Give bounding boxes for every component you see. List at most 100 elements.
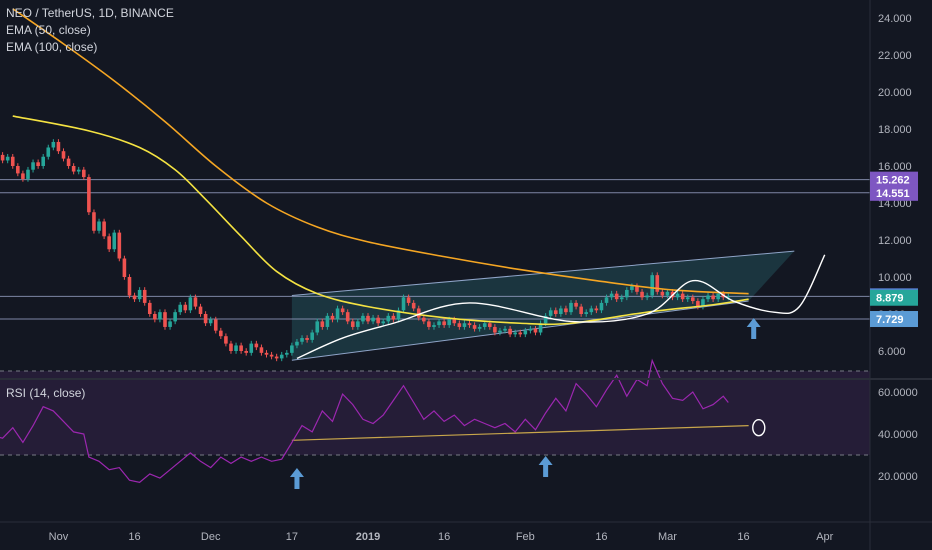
- candle: [350, 321, 355, 327]
- rsi-legend: RSI (14, close): [6, 386, 86, 400]
- rsi-arrow: [538, 456, 553, 477]
- candle: [76, 169, 81, 172]
- candle: [574, 302, 578, 307]
- candle: [173, 312, 177, 322]
- candle: [376, 317, 380, 324]
- candle: [523, 330, 528, 335]
- candle: [132, 295, 137, 300]
- candle: [305, 338, 309, 340]
- candle: [193, 297, 198, 307]
- candle: [508, 328, 512, 335]
- ema100-legend: EMA (100, close): [6, 40, 98, 54]
- candle: [630, 286, 634, 290]
- candle: [493, 326, 497, 333]
- candle: [396, 310, 401, 320]
- candle: [213, 319, 218, 331]
- candle: [234, 345, 238, 351]
- candle: [340, 308, 345, 313]
- candle: [498, 330, 502, 333]
- ema50-line: [12, 115, 749, 326]
- candle: [437, 321, 441, 326]
- candle: [36, 162, 40, 166]
- candle: [381, 321, 386, 324]
- candle: [279, 354, 284, 359]
- candle: [564, 308, 568, 313]
- candle: [538, 323, 543, 333]
- candle: [112, 232, 117, 250]
- candle: [295, 341, 299, 346]
- candle: [589, 308, 594, 313]
- candle: [604, 297, 609, 303]
- candle: [655, 275, 660, 292]
- candle: [416, 308, 421, 318]
- candle: [599, 302, 604, 311]
- price-pane: [0, 8, 870, 362]
- price-badge-label: 14.551: [876, 188, 910, 200]
- candle: [5, 156, 10, 161]
- candle: [244, 351, 248, 353]
- price-badge-bg: [870, 171, 918, 188]
- time-tick-label: Apr: [816, 531, 833, 543]
- time-tick-label: Feb: [516, 531, 535, 543]
- candle: [371, 317, 375, 322]
- candle: [635, 286, 639, 292]
- candle: [117, 232, 122, 259]
- candle: [66, 158, 71, 166]
- price-badge-label: 7.729: [876, 314, 904, 326]
- time-tick-label: Mar: [658, 531, 677, 543]
- candle: [46, 147, 51, 157]
- candle: [97, 221, 101, 231]
- candle: [472, 325, 477, 329]
- candle: [716, 293, 720, 300]
- time-tick-label: Nov: [49, 531, 69, 543]
- candle: [335, 308, 340, 320]
- candle: [543, 315, 548, 324]
- candle: [51, 141, 56, 148]
- price-tick-label: 6.000: [878, 346, 906, 358]
- up-arrow-icon: [289, 468, 304, 489]
- candle: [71, 166, 76, 172]
- candle: [691, 297, 695, 302]
- candle: [168, 321, 172, 327]
- candle: [147, 302, 152, 314]
- candle: [290, 345, 294, 353]
- time-tick-label: 16: [128, 531, 140, 543]
- candle: [31, 162, 35, 170]
- rsi-line: [0, 358, 729, 483]
- candle: [153, 314, 157, 320]
- candle: [625, 289, 629, 298]
- candle: [569, 302, 573, 313]
- price-badge-label: 8.879: [876, 293, 904, 305]
- candle: [345, 312, 350, 322]
- price-tick-label: 16.000: [878, 161, 912, 173]
- candle: [503, 328, 507, 331]
- rsi-circle-mark: [752, 419, 766, 437]
- candle: [457, 323, 462, 327]
- candle: [579, 306, 583, 314]
- ema100-line: [12, 8, 749, 295]
- time-tick-label: 2019: [356, 531, 380, 543]
- candle: [680, 293, 685, 300]
- candle: [401, 297, 406, 311]
- candle: [422, 317, 426, 322]
- candle: [609, 293, 614, 298]
- candle: [127, 277, 132, 296]
- candle: [706, 295, 710, 300]
- time-tick-label: 16: [595, 531, 607, 543]
- candle: [224, 336, 228, 344]
- candle: [269, 354, 274, 357]
- candle: [122, 258, 127, 277]
- candle: [87, 177, 91, 213]
- candle: [107, 236, 111, 250]
- price-badge-bg: [870, 289, 918, 306]
- price-tick-label: 10.000: [878, 272, 912, 284]
- rsi-tick-label: 40.0000: [878, 429, 918, 441]
- candle: [675, 293, 680, 298]
- candle: [239, 345, 243, 351]
- candle: [650, 275, 654, 296]
- up-arrow-icon: [746, 318, 761, 339]
- candle: [183, 304, 188, 311]
- candle: [300, 338, 304, 342]
